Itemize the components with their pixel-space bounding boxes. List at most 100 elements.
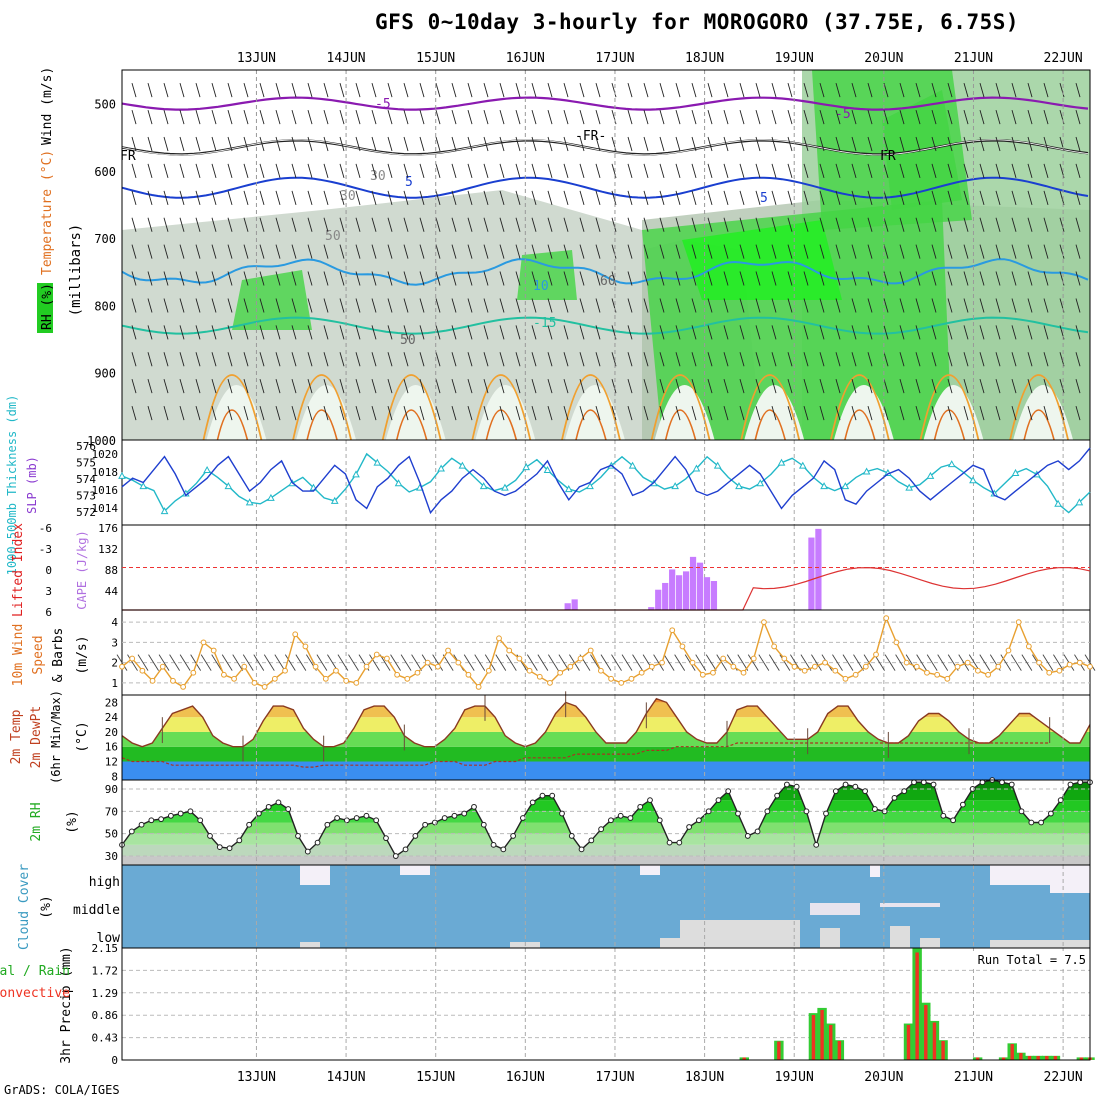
wind-speed-series-marker — [832, 667, 839, 674]
wind-barb — [355, 379, 361, 394]
wind-speed-series-marker — [261, 684, 268, 690]
wind-barb — [499, 163, 505, 179]
wind-barb — [739, 271, 745, 286]
rh-series-marker — [246, 821, 253, 828]
wind-barb — [995, 325, 1001, 340]
thickness-tick-label: 575 — [76, 457, 96, 470]
wind-barb — [531, 190, 537, 205]
wind-barb — [163, 217, 169, 232]
upper-ylabel: (millibars) — [68, 224, 84, 317]
wind-barb — [419, 163, 425, 179]
wind-barb — [291, 136, 297, 152]
rh-series-marker — [598, 826, 605, 833]
contour-label: 60 — [600, 274, 616, 289]
wind-barb — [499, 352, 505, 367]
wind-barb — [531, 271, 537, 286]
wind-barb — [595, 379, 601, 394]
rh-series-marker — [314, 839, 321, 846]
wind-barb — [739, 136, 745, 152]
wind-barb — [387, 325, 393, 340]
date-label-top: 21JUN — [954, 51, 993, 66]
wind-barb — [627, 109, 633, 125]
wind-speed-series-marker — [720, 655, 727, 662]
wind-barb — [515, 298, 521, 313]
wind-barb — [995, 298, 1001, 313]
wind-barb — [800, 654, 812, 671]
wind-barb — [387, 271, 393, 286]
wind-barb — [867, 379, 873, 394]
wind-barb — [931, 244, 937, 259]
wind-barb — [259, 352, 265, 367]
wind-barb — [707, 352, 713, 367]
low-cloud — [300, 920, 1090, 948]
wind-barb — [707, 405, 713, 421]
wind-barb — [131, 217, 137, 232]
wind-barb — [419, 136, 425, 152]
wind-barb — [442, 654, 454, 671]
temp-contour-5 — [121, 176, 1089, 199]
wind-barb — [963, 190, 969, 205]
wind-barb — [515, 352, 521, 367]
wind-barb — [371, 83, 377, 98]
wind-barb — [739, 379, 745, 394]
wind-barb — [995, 271, 1001, 286]
rh-series-marker — [187, 808, 194, 815]
wind-barb — [611, 217, 617, 232]
wind-barb — [1011, 379, 1017, 394]
wind-speed-series-marker — [190, 669, 197, 676]
cloud-bg — [122, 865, 1090, 948]
date-label-top: 16JUN — [506, 51, 545, 66]
rh-series-marker — [627, 815, 634, 821]
cape-bar — [648, 607, 655, 610]
wind-barb — [1027, 405, 1033, 421]
wind-barb — [499, 109, 505, 125]
wind-barb — [339, 83, 345, 98]
cape-bar — [703, 577, 711, 610]
wind-barb — [323, 217, 329, 232]
date-label-bottom: 20JUN — [864, 1070, 903, 1085]
wind-barb — [195, 405, 201, 421]
wind-barb — [163, 379, 169, 394]
wind-barb — [131, 109, 137, 125]
wind-speed-series-marker — [292, 631, 299, 638]
wind-barb — [259, 109, 265, 125]
wind-barb — [883, 190, 889, 205]
wind-barb — [691, 405, 697, 421]
date-label-top: 19JUN — [775, 51, 814, 66]
wind-barb — [739, 298, 745, 313]
wind-barb — [323, 190, 329, 205]
rh-series-marker — [1077, 779, 1084, 786]
temp-panel-grid — [255, 695, 1064, 780]
wind-barb — [675, 163, 681, 179]
wind-speed-series-marker — [322, 675, 329, 682]
wind-barb — [899, 379, 905, 394]
y-tick-label: 900 — [94, 367, 116, 381]
wind-speed-series-marker — [1076, 659, 1083, 666]
wind-barb — [707, 109, 713, 125]
wind-barb — [643, 244, 649, 259]
precip-tick-label: 1.72 — [92, 964, 119, 977]
wind-barb — [937, 654, 949, 671]
wind-barb — [899, 352, 905, 367]
wind-barb — [947, 271, 953, 286]
wind-barb — [579, 83, 585, 98]
precip-convective-bar — [820, 1009, 824, 1060]
cape-bar — [662, 582, 669, 610]
precip-tick-label: 1.29 — [92, 987, 119, 1000]
wind-barb — [243, 190, 249, 205]
wind-barb — [548, 654, 559, 671]
thickness-marker — [543, 465, 552, 474]
wind-barb — [963, 136, 969, 152]
wind-barb — [611, 379, 617, 394]
wind-ylabel-1: 10m Wind — [11, 624, 26, 687]
wind-barb — [531, 136, 537, 152]
wind-barb — [1011, 163, 1017, 179]
wind-barb — [675, 217, 681, 232]
wind-speed-series-marker — [873, 651, 879, 658]
wind-barb — [771, 325, 777, 340]
rh-series-marker — [490, 841, 497, 848]
temp-contour-15 — [121, 316, 1089, 335]
thickness-marker — [267, 493, 275, 501]
thickness-marker — [522, 463, 531, 471]
